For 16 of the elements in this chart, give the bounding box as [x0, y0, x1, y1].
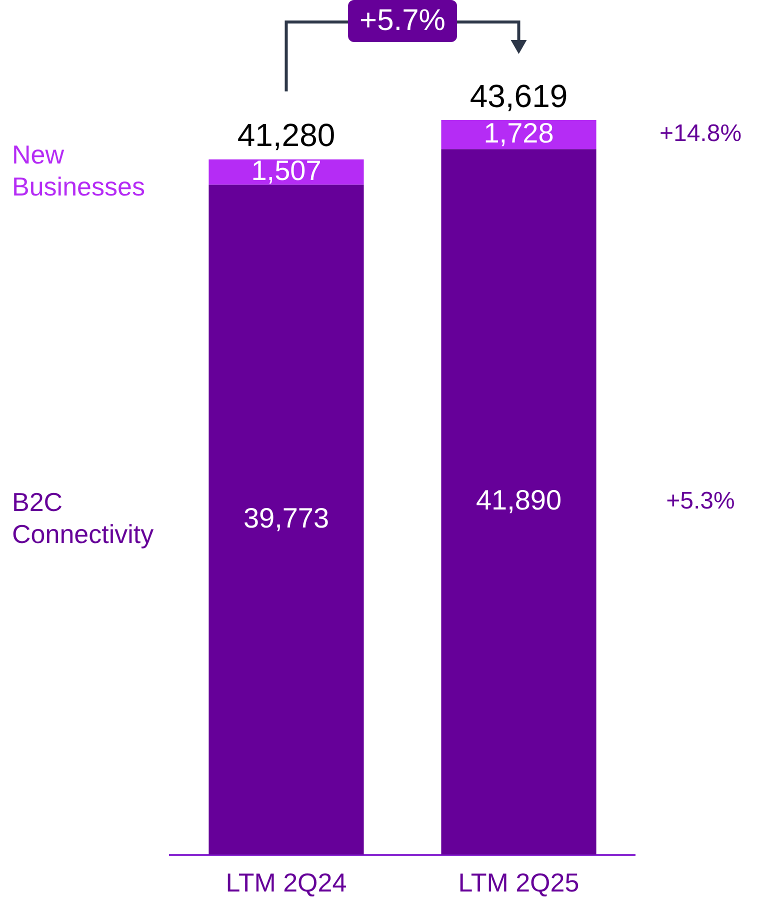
data-label: 1,507 [251, 154, 322, 186]
total-label: 41,280 [237, 117, 336, 154]
text: +5.3% [666, 488, 735, 515]
bar [441, 120, 596, 150]
text: +14.8% [659, 120, 742, 148]
text: New Businesses [12, 139, 145, 202]
x-tick-label: LTM 2Q24 [226, 868, 347, 898]
data-label: 39,773 [243, 502, 330, 534]
data-label: 41,890 [476, 484, 562, 516]
bar [208, 184, 364, 855]
data-label: 1,728 [484, 117, 554, 148]
x-tick-label: LTM 2Q25 [458, 868, 580, 898]
total-label: 43,619 [470, 78, 568, 114]
bar [441, 149, 596, 855]
text: +5.7% [348, 0, 458, 42]
text: B2C Connectivity [12, 486, 154, 549]
